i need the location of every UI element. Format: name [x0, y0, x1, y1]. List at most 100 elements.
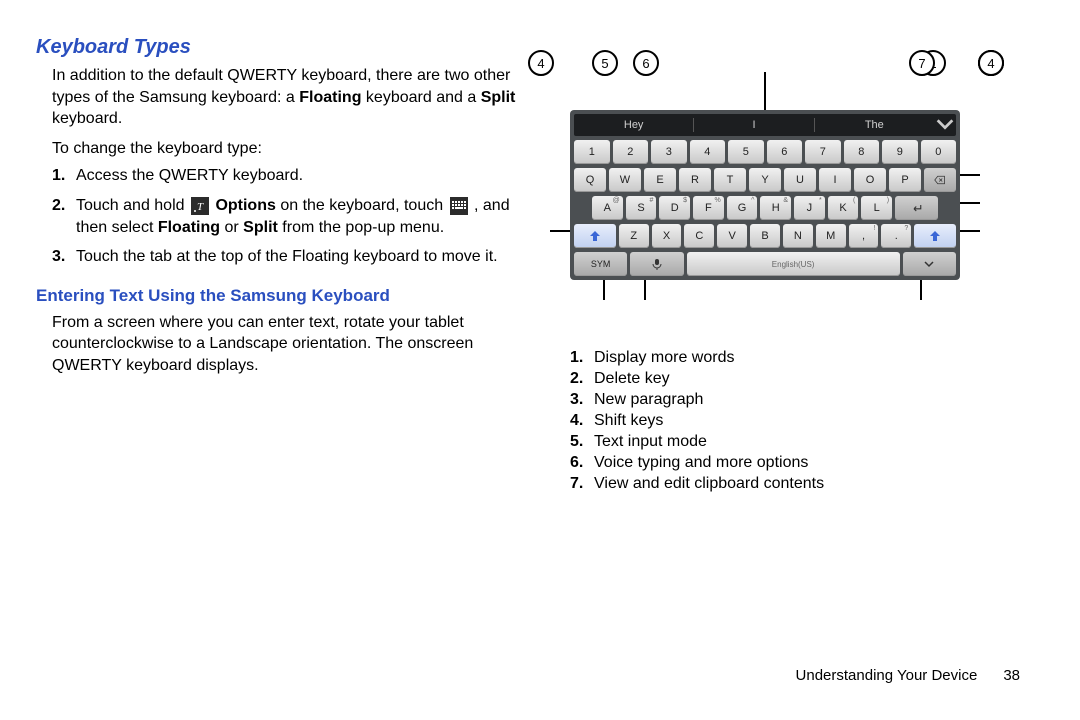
- para-to-change: To change the keyboard type:: [52, 138, 516, 160]
- key-i: I: [819, 168, 851, 192]
- legend-num: 1.: [570, 349, 583, 367]
- legend-text: Shift keys: [594, 412, 663, 429]
- legend-num: 4.: [570, 412, 583, 430]
- key-m: M: [816, 224, 846, 248]
- legend-item: 1. Display more words: [570, 349, 970, 367]
- key-d: D: [659, 196, 690, 220]
- footer-page-number: 38: [1003, 667, 1020, 684]
- legend: 1. Display more words 2. Delete key 3. New …: [570, 346, 970, 496]
- key-s: S: [626, 196, 657, 220]
- legend-num: 5.: [570, 433, 583, 451]
- key-0: 0: [921, 140, 957, 164]
- key-f: F: [693, 196, 724, 220]
- key-8: 8: [844, 140, 880, 164]
- key-j: J: [794, 196, 825, 220]
- suggestion-word: The: [815, 119, 934, 131]
- step-3: 3. Touch the tab at the top of the Floati…: [52, 246, 516, 268]
- legend-item: 3. New paragraph: [570, 391, 970, 409]
- callout-4-left: 4: [528, 50, 554, 76]
- key-c: C: [684, 224, 714, 248]
- step-text: from the pop-up menu.: [278, 219, 444, 236]
- bold-floating: Floating: [299, 89, 361, 106]
- keyboard-screenshot: Hey I The 1234567890 QWERTYUIOP ASDFGHJK…: [570, 110, 960, 280]
- bold-options: Options: [215, 197, 275, 214]
- key-l: L: [861, 196, 892, 220]
- suggestion-word: I: [694, 119, 813, 131]
- key-space: English(US): [687, 252, 900, 276]
- kb-row-asdf: ASDFGHJKL: [574, 196, 956, 220]
- key-w: W: [609, 168, 641, 192]
- key-q: Q: [574, 168, 606, 192]
- key-p: P: [889, 168, 921, 192]
- key-shift-right: [914, 224, 956, 248]
- footer-section: Understanding Your Device: [796, 667, 978, 684]
- key-u: U: [784, 168, 816, 192]
- step-num: 3.: [52, 246, 65, 268]
- page-footer: Understanding Your Device 38: [796, 667, 1020, 684]
- legend-text: Display more words: [594, 349, 734, 366]
- legend-item: 4. Shift keys: [570, 412, 970, 430]
- steps-list: 1. Access the QWERTY keyboard. 2. Touch a…: [52, 165, 516, 267]
- callout-line: [958, 230, 980, 232]
- step-text: on the keyboard, touch: [280, 197, 447, 214]
- legend-num: 7.: [570, 475, 583, 493]
- step-1: 1. Access the QWERTY keyboard.: [52, 165, 516, 187]
- key-v: V: [717, 224, 747, 248]
- key-4: 4: [690, 140, 726, 164]
- bold-floating: Floating: [158, 219, 220, 236]
- callout-line: [958, 202, 980, 204]
- key-sym: SYM: [574, 252, 627, 276]
- key-2: 2: [613, 140, 649, 164]
- key-clipboard: [903, 252, 956, 276]
- suggestion-word: Hey: [574, 119, 693, 131]
- heading-entering-text: Entering Text Using the Samsung Keyboard: [36, 286, 516, 306]
- step-num: 1.: [52, 165, 65, 187]
- key-7: 7: [805, 140, 841, 164]
- heading-keyboard-types: Keyboard Types: [36, 36, 516, 59]
- key-y: Y: [749, 168, 781, 192]
- para-kt-intro: In addition to the default QWERTY keyboa…: [52, 65, 516, 130]
- legend-item: 5.Text input mode: [570, 433, 970, 451]
- callout-7: 7: [909, 50, 935, 76]
- key-g: G: [727, 196, 758, 220]
- legend-num: 6.: [570, 454, 583, 472]
- svg-text:T: T: [197, 201, 204, 213]
- key-period: .: [881, 224, 911, 248]
- legend-text: View and edit clipboard contents: [594, 475, 824, 492]
- callout-5: 5: [592, 50, 618, 76]
- key-3: 3: [651, 140, 687, 164]
- legend-text: Voice typing and more options: [594, 454, 808, 471]
- kb-row-bottom: SYM English(US): [574, 252, 956, 276]
- legend-item: 2. Delete key: [570, 370, 970, 388]
- key-k: K: [828, 196, 859, 220]
- key-e: E: [644, 168, 676, 192]
- legend-text: Delete key: [594, 370, 670, 387]
- expand-suggestions-icon: [934, 113, 956, 138]
- key-n: N: [783, 224, 813, 248]
- key-6: 6: [767, 140, 803, 164]
- key-x: X: [652, 224, 682, 248]
- kb-row-qwerty: QWERTYUIOP: [574, 168, 956, 192]
- step-text: Touch the tab at the top of the Floating…: [76, 248, 498, 265]
- key-9: 9: [882, 140, 918, 164]
- step-num: 2.: [52, 195, 65, 217]
- step-2: 2. Touch and hold T Options on the keybo…: [52, 195, 516, 238]
- callout-4-right: 4: [978, 50, 1004, 76]
- step-text: Touch and hold: [76, 197, 189, 214]
- step-text: Access the QWERTY keyboard.: [76, 167, 303, 184]
- legend-num: 3.: [570, 391, 583, 409]
- para-et-body: From a screen where you can enter text, …: [52, 312, 516, 377]
- key-5: 5: [728, 140, 764, 164]
- callout-line: [958, 174, 980, 176]
- bold-split: Split: [481, 89, 516, 106]
- kb-row-numbers: 1234567890: [574, 140, 956, 164]
- kb-row-zxcv: ZXCVBNM,.: [574, 224, 956, 248]
- key-b: B: [750, 224, 780, 248]
- legend-text: New paragraph: [594, 391, 703, 408]
- key-enter: [895, 196, 938, 220]
- callout-line: [550, 230, 572, 232]
- callout-6: 6: [633, 50, 659, 76]
- suggestion-bar: Hey I The: [574, 114, 956, 136]
- key-r: R: [679, 168, 711, 192]
- legend-num: 2.: [570, 370, 583, 388]
